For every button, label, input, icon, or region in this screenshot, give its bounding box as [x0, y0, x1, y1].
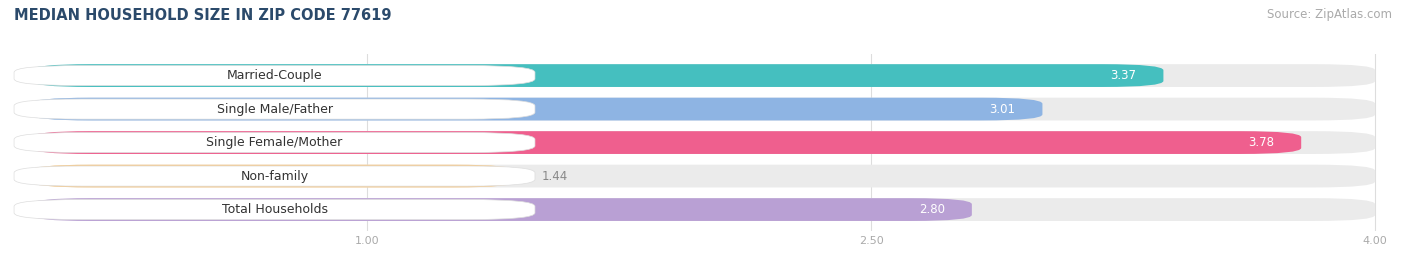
Text: 3.78: 3.78	[1249, 136, 1274, 149]
FancyBboxPatch shape	[31, 165, 1375, 187]
FancyBboxPatch shape	[31, 64, 1375, 87]
Text: Non-family: Non-family	[240, 169, 308, 183]
Text: Single Female/Mother: Single Female/Mother	[207, 136, 343, 149]
Text: 3.37: 3.37	[1111, 69, 1136, 82]
FancyBboxPatch shape	[31, 165, 515, 187]
FancyBboxPatch shape	[31, 98, 1042, 121]
FancyBboxPatch shape	[31, 131, 1301, 154]
FancyBboxPatch shape	[14, 99, 534, 119]
FancyBboxPatch shape	[14, 66, 534, 86]
Text: 3.01: 3.01	[990, 102, 1015, 116]
FancyBboxPatch shape	[14, 200, 534, 220]
Text: MEDIAN HOUSEHOLD SIZE IN ZIP CODE 77619: MEDIAN HOUSEHOLD SIZE IN ZIP CODE 77619	[14, 8, 391, 23]
FancyBboxPatch shape	[14, 133, 534, 153]
Text: Married-Couple: Married-Couple	[226, 69, 322, 82]
Text: 2.80: 2.80	[920, 203, 945, 216]
FancyBboxPatch shape	[31, 131, 1375, 154]
FancyBboxPatch shape	[31, 198, 972, 221]
FancyBboxPatch shape	[31, 98, 1375, 121]
FancyBboxPatch shape	[14, 166, 534, 186]
FancyBboxPatch shape	[31, 64, 1163, 87]
FancyBboxPatch shape	[31, 198, 1375, 221]
Text: 1.44: 1.44	[541, 169, 568, 183]
Text: Source: ZipAtlas.com: Source: ZipAtlas.com	[1267, 8, 1392, 21]
Text: Single Male/Father: Single Male/Father	[217, 102, 332, 116]
Text: Total Households: Total Households	[222, 203, 328, 216]
